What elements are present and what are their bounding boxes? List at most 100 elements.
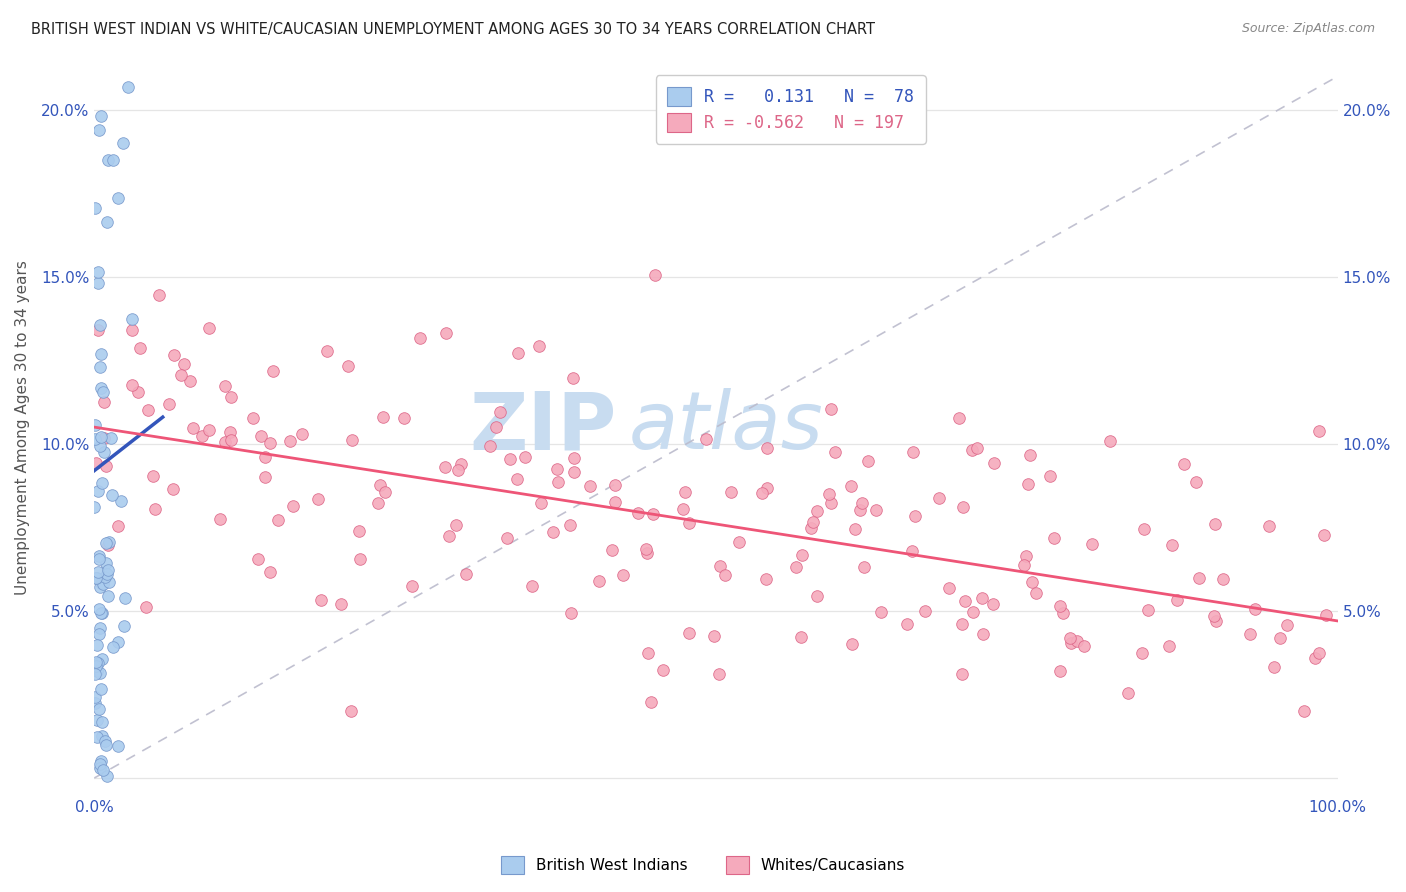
- Point: [520, 579, 543, 593]
- Point: [870, 605, 893, 619]
- Point: [254, 450, 277, 465]
- Point: [900, 543, 922, 558]
- Text: BRITISH WEST INDIAN VS WHITE/CAUCASIAN UNEMPLOYMENT AMONG AGES 30 TO 34 YEARS CO: BRITISH WEST INDIAN VS WHITE/CAUCASIAN U…: [31, 22, 875, 37]
- Point: [1212, 572, 1234, 586]
- Point: [439, 529, 461, 543]
- Point: [839, 479, 862, 493]
- Point: [1118, 686, 1140, 700]
- Point: [938, 581, 960, 595]
- Point: [1014, 558, 1036, 573]
- Text: ZIP: ZIP: [470, 388, 617, 467]
- Point: [86, 276, 108, 290]
- Point: [634, 542, 657, 557]
- Point: [290, 427, 312, 442]
- Point: [219, 434, 242, 448]
- Point: [83, 417, 105, 432]
- Point: [337, 359, 360, 373]
- Point: [972, 627, 994, 641]
- Point: [114, 591, 136, 606]
- Point: [214, 434, 236, 449]
- Point: [641, 507, 664, 521]
- Point: [1019, 448, 1042, 462]
- Point: [1312, 528, 1334, 542]
- Point: [751, 485, 773, 500]
- Point: [101, 640, 124, 654]
- Point: [170, 368, 193, 382]
- Point: [330, 597, 353, 611]
- Point: [98, 535, 121, 549]
- Point: [981, 597, 1004, 611]
- Point: [342, 434, 364, 448]
- Point: [373, 410, 395, 425]
- Point: [267, 513, 290, 527]
- Point: [117, 80, 139, 95]
- Point: [851, 496, 873, 510]
- Point: [93, 445, 115, 459]
- Point: [602, 543, 624, 558]
- Point: [640, 695, 662, 709]
- Point: [86, 571, 108, 585]
- Point: [1017, 477, 1039, 491]
- Point: [1239, 627, 1261, 641]
- Point: [865, 502, 887, 516]
- Point: [143, 501, 166, 516]
- Point: [1136, 603, 1159, 617]
- Point: [209, 512, 232, 526]
- Point: [162, 482, 184, 496]
- Point: [1185, 475, 1208, 489]
- Point: [485, 419, 508, 434]
- Point: [530, 496, 553, 510]
- Legend: British West Indians, Whites/Caucasians: British West Indians, Whites/Caucasians: [495, 850, 911, 880]
- Point: [914, 604, 936, 618]
- Point: [94, 570, 117, 584]
- Point: [720, 485, 742, 500]
- Point: [966, 441, 988, 455]
- Point: [148, 288, 170, 302]
- Point: [339, 704, 361, 718]
- Point: [136, 403, 159, 417]
- Point: [820, 495, 842, 509]
- Point: [214, 379, 236, 393]
- Point: [1315, 608, 1337, 623]
- Point: [678, 516, 700, 530]
- Point: [1133, 522, 1156, 536]
- Point: [86, 664, 108, 678]
- Point: [87, 656, 110, 670]
- Point: [513, 450, 536, 465]
- Point: [844, 522, 866, 536]
- Point: [94, 734, 117, 748]
- Text: atlas: atlas: [628, 388, 824, 467]
- Point: [87, 602, 110, 616]
- Point: [86, 730, 108, 744]
- Point: [841, 637, 863, 651]
- Point: [1066, 634, 1088, 648]
- Point: [479, 439, 502, 453]
- Point: [506, 472, 529, 486]
- Point: [1073, 639, 1095, 653]
- Point: [179, 374, 201, 388]
- Point: [86, 638, 108, 652]
- Point: [508, 345, 530, 359]
- Point: [89, 359, 111, 374]
- Point: [89, 665, 111, 680]
- Point: [107, 191, 129, 205]
- Point: [90, 381, 112, 395]
- Point: [90, 606, 112, 620]
- Point: [806, 590, 828, 604]
- Point: [1173, 457, 1195, 471]
- Point: [181, 421, 204, 435]
- Point: [392, 411, 415, 425]
- Point: [1204, 609, 1226, 624]
- Point: [703, 630, 725, 644]
- Point: [94, 535, 117, 549]
- Point: [1205, 614, 1227, 628]
- Point: [728, 535, 751, 549]
- Point: [960, 442, 983, 457]
- Point: [1025, 586, 1047, 600]
- Point: [87, 484, 110, 499]
- Point: [90, 652, 112, 666]
- Point: [84, 456, 107, 470]
- Point: [347, 524, 370, 538]
- Point: [546, 462, 568, 476]
- Point: [142, 469, 165, 483]
